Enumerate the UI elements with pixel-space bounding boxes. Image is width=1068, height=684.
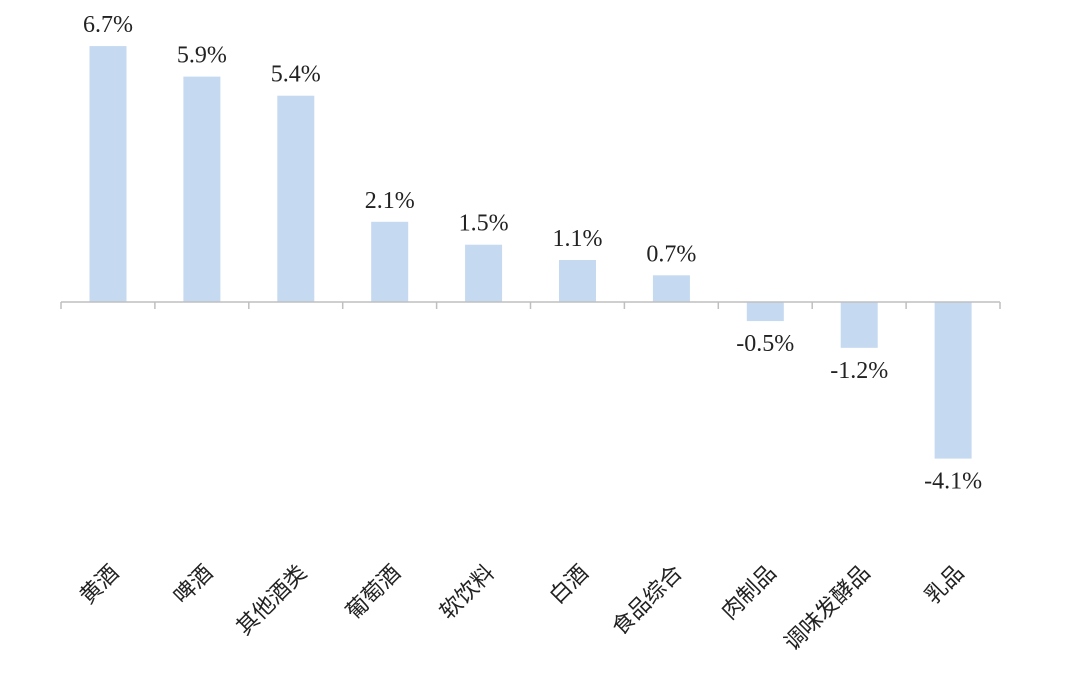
category-label-1: 黄酒 <box>75 561 124 610</box>
value-label-1: 6.7% <box>83 12 133 38</box>
bar-9 <box>840 302 878 348</box>
category-label-6: 白酒 <box>545 561 594 610</box>
value-label-8: -0.5% <box>736 331 794 357</box>
bar-2 <box>183 76 221 302</box>
category-label-7: 食品综合 <box>608 561 688 641</box>
category-label-3: 其他酒类 <box>232 561 312 641</box>
bars-group <box>89 46 972 459</box>
value-label-9: -1.2% <box>830 358 888 384</box>
bar-6 <box>559 260 596 302</box>
value-label-3: 5.4% <box>271 62 321 88</box>
bar-4 <box>371 221 409 302</box>
bar-10 <box>934 302 972 459</box>
bar-3 <box>277 95 315 302</box>
bar-7 <box>652 275 690 302</box>
bar-5 <box>465 244 503 302</box>
value-labels-group: 6.7% 5.9% 5.4% 2.1% 1.5% 1.1% 0.7% -0.5% -1.2% -4… <box>83 12 982 495</box>
value-label-5: 1.5% <box>459 211 509 237</box>
value-label-4: 2.1% <box>365 188 415 214</box>
value-label-2: 5.9% <box>177 43 227 69</box>
category-label-4: 葡萄酒 <box>342 561 406 625</box>
value-label-6: 1.1% <box>553 226 603 252</box>
x-axis <box>60 301 1001 309</box>
category-label-5: 软饮料 <box>435 561 499 625</box>
bar-8 <box>746 302 784 322</box>
value-label-7: 0.7% <box>646 241 696 267</box>
category-label-10: 乳品 <box>921 561 970 610</box>
category-label-9: 调味发酵品 <box>780 561 875 656</box>
category-label-2: 啤酒 <box>169 561 218 610</box>
value-label-10: -4.1% <box>924 469 982 495</box>
bar-1 <box>89 46 127 302</box>
category-label-8: 肉制品 <box>717 561 781 625</box>
